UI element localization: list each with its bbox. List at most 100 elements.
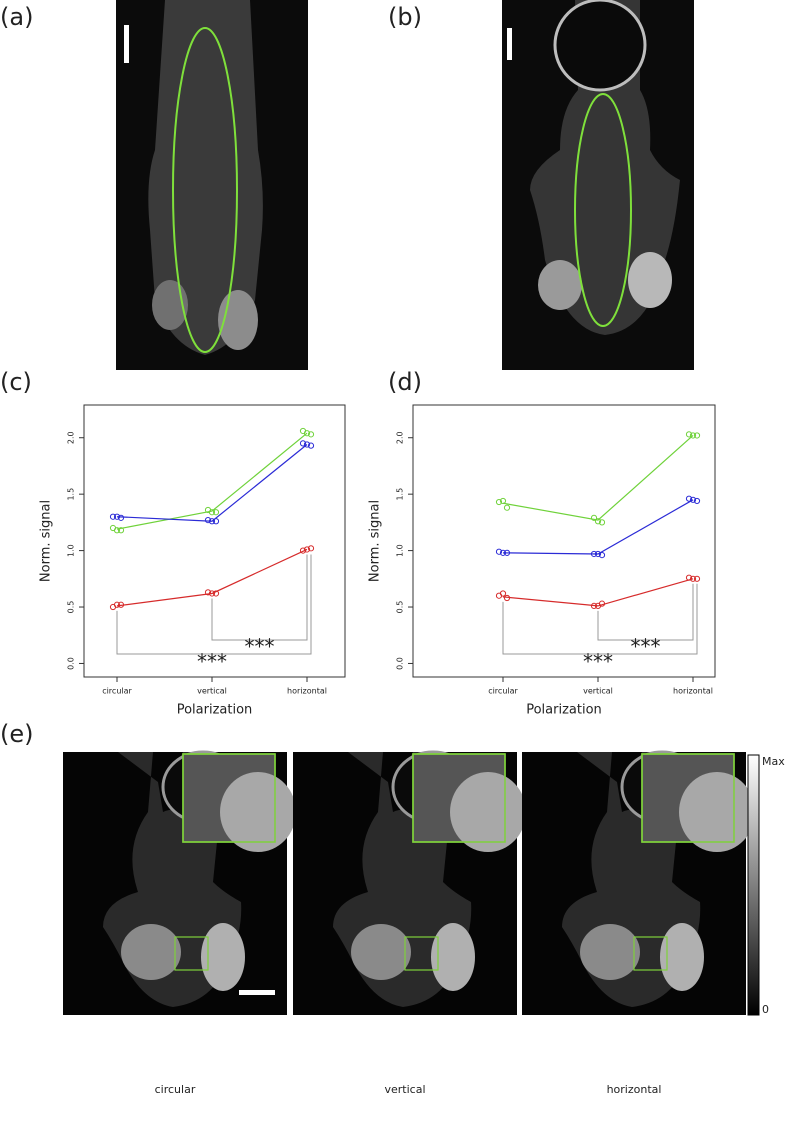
y-tick-label: 0.0 [396, 657, 405, 670]
image-e-horizontal [520, 750, 757, 1017]
series-line [502, 499, 694, 555]
replicate-point [590, 550, 598, 558]
panel-label: (e) [0, 720, 34, 748]
replicate-point [113, 527, 121, 534]
significance-bracket [597, 583, 694, 641]
significance-label: *** [583, 650, 613, 674]
significance-bracket [502, 583, 698, 655]
replicate-point [503, 504, 511, 511]
replicate-point [113, 601, 121, 608]
x-tick-label: vertical [583, 687, 613, 696]
panel-label: (c) [0, 368, 32, 396]
y-axis-label: Norm. signal [368, 500, 383, 582]
replicate-point [689, 496, 697, 503]
replicate-point [307, 431, 315, 438]
replicate-point [503, 549, 511, 556]
replicate-point [495, 498, 503, 506]
y-tick-label: 2.0 [396, 431, 405, 444]
replicate-point [303, 430, 311, 437]
image-caption: circular [155, 1083, 196, 1096]
y-tick-label: 1.5 [67, 488, 76, 501]
replicate-point [594, 518, 602, 525]
replicate-point [685, 574, 693, 581]
image-a [116, 0, 308, 370]
replicate-point [109, 513, 117, 520]
replicate-point [693, 497, 701, 505]
significance-label: *** [631, 635, 661, 659]
significance-bracket [116, 554, 312, 655]
replicate-point [299, 440, 307, 447]
replicate-point [503, 594, 511, 602]
image-e-vertical [291, 750, 528, 1017]
y-tick-label: 2.0 [67, 431, 76, 444]
y-tick-label: 1.5 [396, 488, 405, 501]
replicate-point [307, 442, 315, 449]
y-tick-label: 0.0 [67, 657, 76, 670]
replicate-point [117, 601, 125, 608]
replicate-point [689, 575, 697, 582]
y-tick-label: 1.0 [67, 544, 76, 557]
y-axis-label: Norm. signal [39, 500, 54, 582]
x-axis-label: Polarization [177, 703, 253, 718]
plot-frame [83, 404, 346, 678]
series-line [116, 432, 308, 530]
replicate-point [693, 432, 701, 439]
x-tick-label: horizontal [287, 687, 327, 696]
y-tick-label: 0.5 [396, 601, 405, 614]
y-tick-label: 1.0 [396, 544, 405, 557]
replicate-point [113, 513, 121, 520]
x-tick-label: circular [488, 687, 518, 696]
replicate-point [685, 431, 693, 438]
replicate-point [590, 514, 598, 521]
significance-label: *** [197, 650, 227, 674]
series-line [502, 435, 694, 521]
image-e-circular [61, 750, 298, 1017]
significance-bracket [211, 554, 308, 641]
replicate-point [598, 552, 606, 559]
replicate-point [693, 575, 701, 582]
replicate-point [208, 590, 216, 597]
panel-label: (b) [388, 3, 422, 31]
replicate-point [303, 441, 311, 448]
series-line [502, 578, 694, 607]
colorbar-max-label: Max [762, 755, 785, 768]
y-tick-label: 0.5 [67, 601, 76, 614]
replicate-point [594, 550, 602, 558]
image-b [502, 0, 694, 370]
replicate-point [212, 590, 220, 597]
replicate-point [499, 497, 507, 505]
x-tick-label: circular [102, 687, 132, 696]
scale-bar [239, 990, 275, 995]
replicate-point [499, 549, 507, 556]
replicate-point [299, 547, 307, 554]
panel-label: (a) [0, 3, 33, 31]
replicate-point [598, 519, 606, 526]
replicate-point [208, 518, 216, 525]
x-tick-label: vertical [197, 687, 227, 696]
replicate-point [117, 527, 125, 534]
replicate-point [204, 589, 212, 596]
series-line [116, 444, 308, 522]
replicate-point [303, 546, 311, 553]
replicate-point [117, 514, 125, 521]
colorbar-min-label: 0 [762, 1003, 769, 1016]
replicate-point [598, 600, 606, 607]
panel-label: (d) [388, 368, 422, 396]
replicate-point [212, 509, 220, 516]
replicate-point [307, 545, 315, 552]
replicate-point [590, 602, 598, 609]
replicate-point [689, 432, 697, 439]
replicate-point [212, 518, 220, 525]
replicate-point [685, 495, 693, 502]
series-line [116, 548, 308, 607]
colorbar [747, 754, 760, 1016]
replicate-point [495, 548, 503, 555]
replicate-point [208, 509, 216, 516]
significance-label: *** [245, 635, 275, 659]
image-caption: horizontal [607, 1083, 662, 1096]
plot-frame [412, 404, 716, 678]
image-caption: vertical [384, 1083, 425, 1096]
x-tick-label: horizontal [673, 687, 713, 696]
replicate-point [204, 517, 212, 524]
